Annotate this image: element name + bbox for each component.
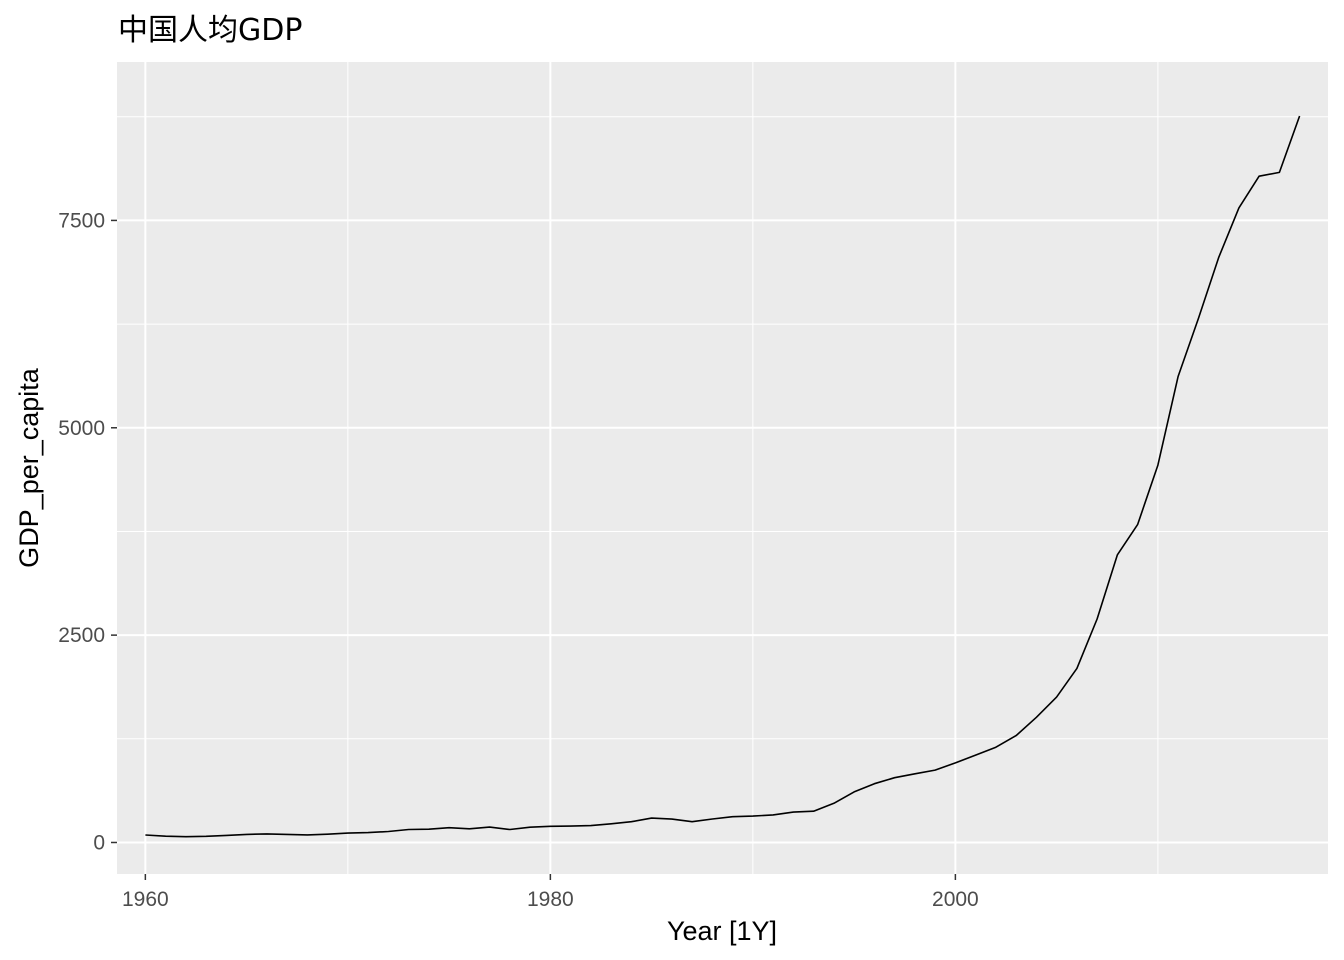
y-tick-label: 2500 (58, 624, 105, 647)
chart-title: 中国人均GDP (118, 13, 302, 48)
x-tick-label: 1960 (122, 888, 169, 911)
y-tick-label: 0 (93, 831, 105, 854)
minor-gridlines (117, 62, 1328, 874)
y-tick-label: 7500 (58, 209, 105, 232)
x-axis-title: Year [1Y] (667, 916, 777, 946)
x-tick-label: 1980 (527, 888, 574, 911)
x-tick-label: 2000 (932, 888, 979, 911)
major-gridlines (117, 62, 1328, 874)
y-tick-label: 5000 (58, 417, 105, 440)
y-axis: 0 2500 5000 7500 (58, 209, 117, 854)
plot-panel (117, 62, 1328, 874)
x-axis: 1960 1980 2000 (122, 874, 979, 911)
y-axis-title: GDP_per_capita (14, 367, 44, 568)
gdp-per-capita-line (145, 115, 1301, 838)
